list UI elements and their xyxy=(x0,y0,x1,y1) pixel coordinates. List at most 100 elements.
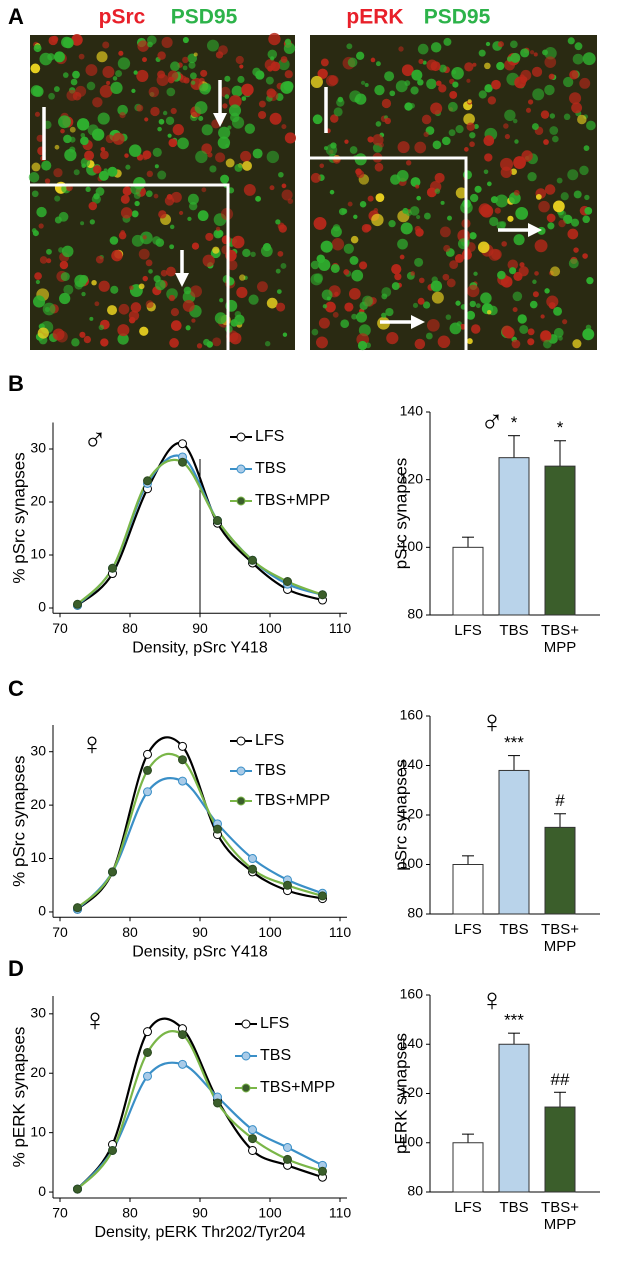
punctum xyxy=(237,75,245,84)
data-point xyxy=(108,867,117,877)
data-point xyxy=(178,1030,187,1040)
punctum xyxy=(275,268,281,274)
punctum xyxy=(517,314,527,324)
data-point xyxy=(143,1071,152,1081)
series-line xyxy=(76,1030,323,1190)
punctum xyxy=(107,166,118,177)
punctum xyxy=(512,291,523,302)
punctum xyxy=(182,65,188,71)
punctum xyxy=(518,266,529,277)
punctum xyxy=(385,307,394,317)
punctum xyxy=(449,260,459,270)
punctum xyxy=(31,162,41,172)
punctum xyxy=(80,136,89,146)
punctum xyxy=(451,69,457,75)
punctum xyxy=(464,62,474,72)
punctum xyxy=(100,150,109,160)
punctum xyxy=(28,172,40,183)
punctum xyxy=(320,240,333,253)
punctum xyxy=(157,126,162,132)
y-tick-label: 10 xyxy=(30,849,46,865)
punctum xyxy=(182,299,195,312)
punctum xyxy=(81,291,86,297)
punctum xyxy=(256,281,268,293)
data-point xyxy=(248,1125,257,1135)
punctum xyxy=(98,324,105,331)
punctum xyxy=(579,165,589,176)
punctum xyxy=(584,194,590,201)
punctum xyxy=(544,288,550,294)
punctum xyxy=(379,142,384,148)
punctum xyxy=(89,316,94,321)
x-tick-label: 80 xyxy=(122,924,138,940)
punctum xyxy=(215,226,221,232)
punctum xyxy=(201,187,207,193)
punctum xyxy=(323,146,328,151)
x-tick-label: TBS+ MPP xyxy=(541,622,579,656)
punctum xyxy=(63,284,74,295)
punctum xyxy=(281,124,287,130)
punctum xyxy=(231,85,243,97)
punctum xyxy=(227,187,235,194)
x-tick-label-box: LFS xyxy=(454,1199,482,1216)
y-tick-label: 160 xyxy=(400,986,424,1002)
y-tick-label: 140 xyxy=(400,1035,424,1051)
x-axis-label: Density, pERK Thr202/Tyr204 xyxy=(94,1224,305,1241)
punctum xyxy=(231,116,245,129)
punctum xyxy=(509,267,517,275)
punctum xyxy=(78,53,85,60)
punctum xyxy=(422,301,431,309)
punctum xyxy=(39,256,48,264)
punctum xyxy=(91,279,97,286)
punctum xyxy=(131,88,136,93)
punctum xyxy=(224,75,231,82)
punctum xyxy=(66,89,78,101)
sex-symbol: ♀ xyxy=(480,981,504,1017)
bar xyxy=(452,1142,484,1193)
punctum xyxy=(439,226,451,238)
punctum xyxy=(531,123,539,130)
punctum xyxy=(200,69,208,77)
x-tick-label: 70 xyxy=(52,620,68,636)
punctum xyxy=(527,338,535,346)
punctum xyxy=(417,297,425,305)
punctum xyxy=(398,46,404,52)
punctum xyxy=(120,207,133,219)
punctum xyxy=(220,174,230,184)
punctum xyxy=(318,317,330,329)
punctum xyxy=(73,169,80,176)
punctum xyxy=(513,189,520,196)
punctum xyxy=(190,72,197,80)
punctum xyxy=(30,63,41,74)
punctum xyxy=(467,99,472,104)
punctum xyxy=(167,133,172,138)
punctum xyxy=(311,328,319,336)
punctum xyxy=(154,164,159,169)
punctum xyxy=(573,190,582,199)
punctum xyxy=(423,212,431,220)
panel-label: B xyxy=(8,371,24,396)
punctum xyxy=(69,126,76,133)
x-tick-label: 90 xyxy=(192,1205,208,1221)
y-tick-label: 0 xyxy=(38,1183,46,1199)
punctum xyxy=(312,114,323,125)
x-axis-label: Density, pSrc Y418 xyxy=(132,640,268,657)
punctum xyxy=(543,339,552,349)
punctum xyxy=(519,324,529,334)
punctum xyxy=(266,150,280,164)
punctum xyxy=(574,42,583,51)
punctum xyxy=(401,64,414,77)
punctum xyxy=(119,112,126,119)
punctum xyxy=(386,332,399,345)
punctum xyxy=(584,207,593,215)
punctum xyxy=(118,50,124,56)
punctum xyxy=(63,134,72,144)
punctum xyxy=(349,256,359,265)
punctum xyxy=(102,66,115,78)
punctum xyxy=(92,165,102,174)
punctum xyxy=(227,259,238,271)
panel-label: C xyxy=(8,676,24,701)
legend-marker xyxy=(236,796,246,806)
punctum xyxy=(442,273,450,281)
